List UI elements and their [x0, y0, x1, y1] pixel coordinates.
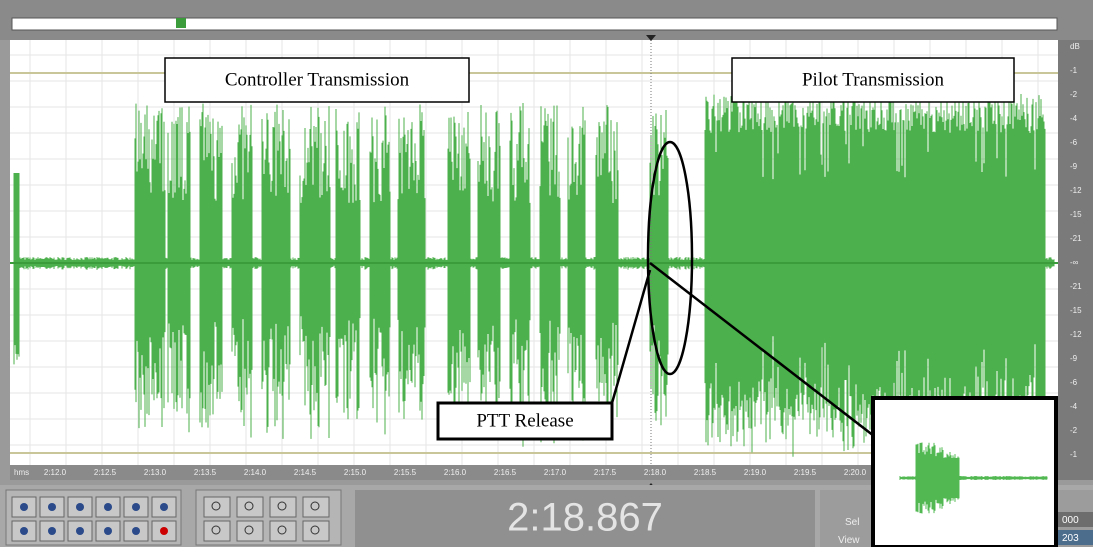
db-label: dB [1070, 42, 1080, 51]
view-field[interactable] [1055, 530, 1093, 545]
db-label: -12 [1070, 186, 1082, 195]
sel-label: Sel [845, 517, 859, 528]
time-label: 2:12.5 [94, 468, 117, 477]
db-label: -1 [1070, 450, 1078, 459]
zoom-button[interactable] [236, 520, 264, 542]
button-icon [76, 527, 84, 535]
annotation-box [164, 57, 470, 103]
time-label: 2:14.5 [294, 468, 317, 477]
overview-track[interactable] [11, 17, 1058, 31]
db-label: -6 [1070, 378, 1078, 387]
time-label: 2:16.0 [444, 468, 467, 477]
annotation: Controller Transmission [225, 69, 410, 90]
time-label: 2:18.5 [694, 468, 717, 477]
annotation: PTT Release [476, 410, 573, 431]
db-label: -21 [1070, 282, 1082, 291]
db-label: -12 [1070, 330, 1082, 339]
button-icon [132, 527, 140, 535]
button-icon [277, 501, 287, 511]
inset-waveform [899, 442, 1048, 514]
button-icon [20, 503, 28, 511]
time-display-panel [355, 490, 815, 547]
db-ruler [1058, 40, 1093, 480]
button-icon [211, 525, 221, 535]
db-label: -6 [1070, 138, 1078, 147]
cursor-marker [646, 35, 656, 41]
time-label: 2:15.5 [394, 468, 417, 477]
db-label: -9 [1070, 354, 1078, 363]
view-label: View [838, 535, 860, 546]
button-icon [310, 525, 320, 535]
button-icon [244, 501, 254, 511]
db-label: -9 [1070, 162, 1078, 171]
button-icon [244, 525, 254, 535]
pointer-line [610, 269, 652, 404]
time-label: 2:20.0 [844, 468, 867, 477]
time-label: 2:15.0 [344, 468, 367, 477]
time-ruler [10, 465, 1058, 480]
db-label: -4 [1070, 114, 1078, 123]
button-icon [104, 527, 112, 535]
time-label: 2:13.5 [194, 468, 217, 477]
zoom-button[interactable] [302, 496, 330, 518]
button-icon [48, 527, 56, 535]
db-label: -15 [1070, 306, 1082, 315]
annotation-box [731, 57, 1015, 103]
zoom-button[interactable] [203, 520, 231, 542]
db-label: -2 [1070, 426, 1078, 435]
time-label: 2:19.5 [794, 468, 817, 477]
time-label: 2:13.0 [144, 468, 167, 477]
time-label: 2:18.0 [644, 468, 667, 477]
button-icon [76, 503, 84, 511]
zoom-button[interactable] [236, 496, 264, 518]
button-icon [160, 527, 168, 535]
zoom-button[interactable] [269, 496, 297, 518]
sel-begin: 000 [1062, 515, 1079, 526]
time-display: 2:18.867 [507, 496, 663, 540]
button-icon [48, 503, 56, 511]
button-icon [132, 503, 140, 511]
time-label: 2:12.0 [44, 468, 67, 477]
zoom-button[interactable] [302, 520, 330, 542]
button-icon [160, 503, 168, 511]
annotation: Pilot Transmission [802, 69, 945, 90]
db-label: -∞ [1070, 258, 1079, 267]
zoom-inset [871, 396, 1058, 547]
sel-end: 203 [1062, 533, 1079, 544]
time-label: 2:14.0 [244, 468, 267, 477]
db-label: -4 [1070, 402, 1078, 411]
zoom-button[interactable] [269, 520, 297, 542]
time-unit: hms [14, 468, 29, 477]
annotation-box [436, 401, 614, 441]
highlight-ellipse [646, 140, 694, 376]
time-label: 2:16.5 [494, 468, 517, 477]
time-label: 2:19.0 [744, 468, 767, 477]
db-label: -2 [1070, 90, 1078, 99]
button-icon [211, 501, 221, 511]
button-icon [20, 527, 28, 535]
button-icon [310, 501, 320, 511]
button-icon [104, 503, 112, 511]
db-label: -21 [1070, 234, 1082, 243]
overview-marker[interactable] [176, 18, 186, 28]
zoom-button[interactable] [203, 496, 231, 518]
button-icon [277, 525, 287, 535]
sel-field[interactable] [1055, 512, 1093, 527]
db-label: -1 [1070, 66, 1078, 75]
time-label: 2:17.0 [544, 468, 567, 477]
time-label: 2:17.5 [594, 468, 617, 477]
db-label: -15 [1070, 210, 1082, 219]
